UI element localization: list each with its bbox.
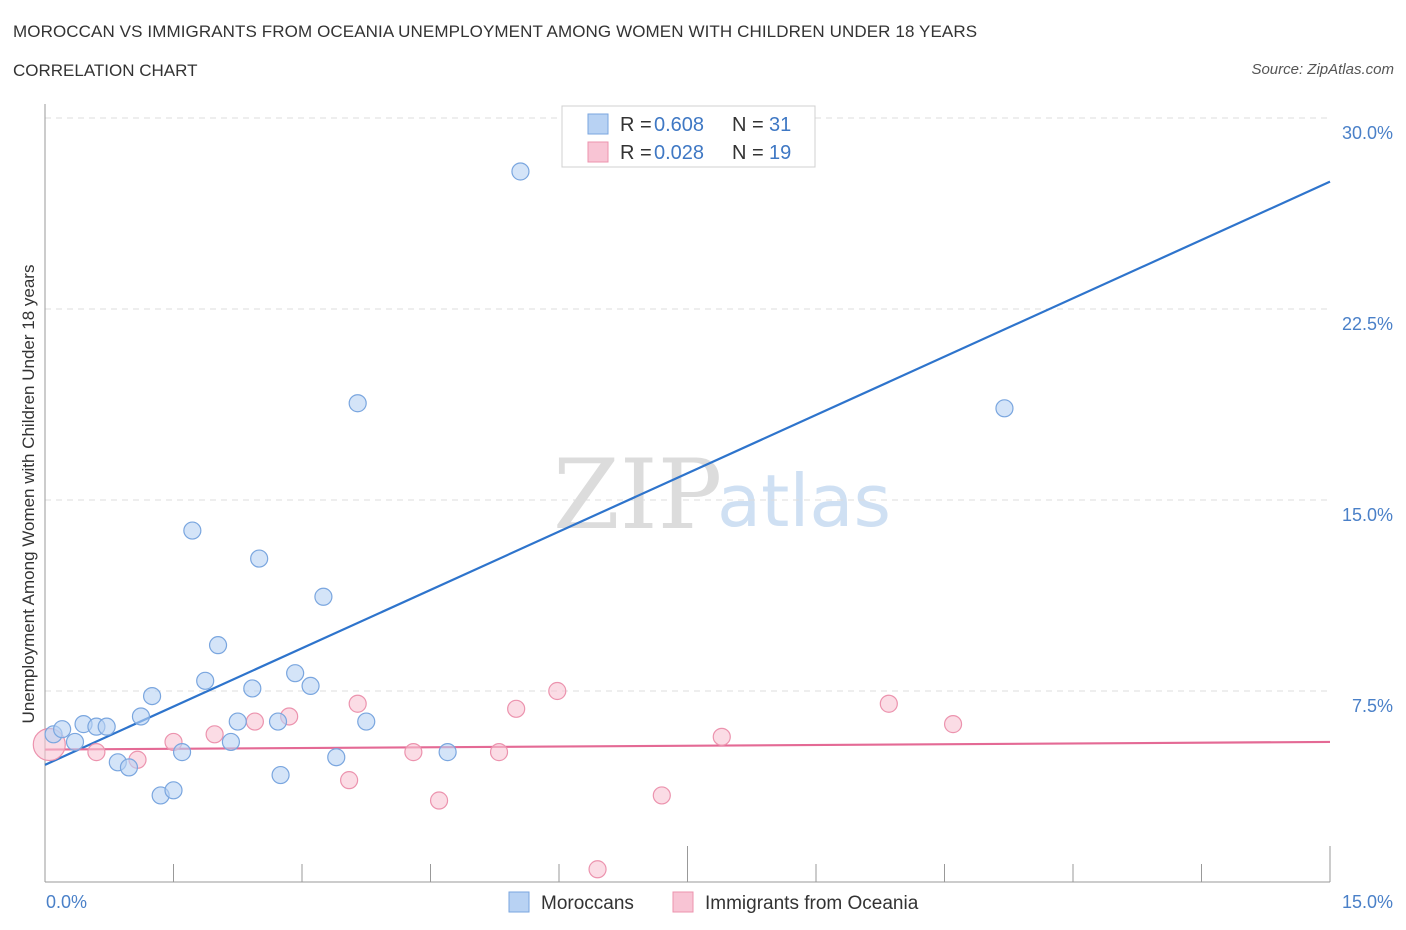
source-label: Source: ZipAtlas.com — [1251, 61, 1394, 78]
point-moroccans — [53, 720, 72, 739]
point-moroccans — [995, 399, 1014, 418]
grid-lines — [45, 117, 1330, 692]
y-tick-label: 7.5% — [1352, 696, 1393, 716]
point-oceania — [507, 699, 526, 718]
point-oceania — [652, 786, 671, 805]
point-oceania — [588, 860, 607, 879]
correlation-legend: R = 0.608 N = 31 R = 0.028 N = 19 — [561, 105, 816, 168]
point-moroccans — [438, 743, 457, 762]
point-oceania — [943, 715, 963, 734]
x-tick-label-min: 0.0% — [46, 892, 87, 912]
legend-n-value-pink: 19 — [769, 142, 791, 164]
point-moroccans — [119, 758, 139, 777]
point-oceania — [245, 712, 264, 731]
chart-title: MOROCCAN VS IMMIGRANTS FROM OCEANIA UNEM… — [13, 22, 978, 41]
x-tick-label-max: 15.0% — [1342, 892, 1393, 912]
chart-subtitle: CORRELATION CHART — [13, 61, 198, 80]
point-moroccans — [314, 587, 333, 606]
trend-line-oceania — [44, 740, 1331, 751]
point-moroccans — [243, 679, 262, 698]
point-oceania — [548, 681, 567, 701]
point-moroccans — [268, 712, 288, 731]
point-oceania — [489, 743, 509, 762]
point-oceania — [340, 771, 359, 790]
point-moroccans — [250, 549, 269, 568]
point-moroccans — [327, 748, 346, 767]
trend-line-moroccans — [44, 180, 1331, 766]
legend-n-label-blue: N = — [732, 114, 764, 136]
point-moroccans — [131, 707, 151, 726]
point-oceania — [348, 694, 367, 713]
trend-lines — [44, 180, 1331, 766]
point-moroccans — [164, 781, 183, 800]
y-tick-label: 30.0% — [1342, 123, 1393, 143]
point-moroccans — [183, 521, 202, 540]
legend-r-label-blue: R = — [620, 114, 652, 136]
legend-swatch-pink — [587, 141, 609, 163]
legend-r-value-pink: 0.028 — [654, 142, 704, 164]
point-oceania — [404, 743, 423, 762]
legend-r-value-blue: 0.608 — [654, 114, 704, 136]
legend-r-label-pink: R = — [620, 142, 652, 164]
y-tick-labels: 7.5% 15.0% 22.5% 30.0% — [1342, 123, 1393, 716]
point-moroccans — [97, 717, 116, 736]
point-moroccans — [208, 636, 228, 655]
series-immigrants-from-oceania — [32, 681, 963, 879]
y-tick-label: 22.5% — [1342, 314, 1393, 334]
point-oceania — [879, 694, 898, 713]
point-moroccans — [228, 712, 247, 731]
point-moroccans — [221, 732, 240, 752]
point-moroccans — [142, 686, 162, 706]
point-moroccans — [357, 712, 376, 731]
point-moroccans — [271, 765, 290, 785]
legend-swatch-blue — [587, 113, 609, 135]
series-moroccans — [44, 162, 1014, 805]
point-oceania — [87, 743, 106, 762]
y-tick-label: 15.0% — [1342, 505, 1393, 525]
point-oceania — [429, 791, 449, 810]
series-legend-label-moroccans: Moroccans — [541, 893, 634, 914]
point-oceania — [712, 727, 731, 746]
point-moroccans — [301, 676, 320, 696]
series-legend: Moroccans Immigrants from Oceania — [508, 891, 919, 914]
point-oceania — [205, 725, 224, 744]
y-axis-label: Unemployment Among Women with Children U… — [19, 265, 38, 724]
watermark-atlas: atlas — [717, 459, 891, 543]
legend-n-label-pink: N = — [732, 142, 764, 164]
legend-n-value-blue: 31 — [769, 114, 791, 136]
point-moroccans — [172, 743, 192, 762]
series-legend-swatch-moroccans — [508, 891, 530, 913]
point-moroccans — [65, 732, 85, 752]
series-legend-label-oceania: Immigrants from Oceania — [705, 893, 919, 914]
point-moroccans — [348, 394, 367, 413]
point-moroccans — [286, 664, 305, 683]
point-moroccans — [196, 671, 215, 690]
series-legend-swatch-oceania — [672, 891, 694, 913]
point-moroccans — [511, 162, 530, 181]
